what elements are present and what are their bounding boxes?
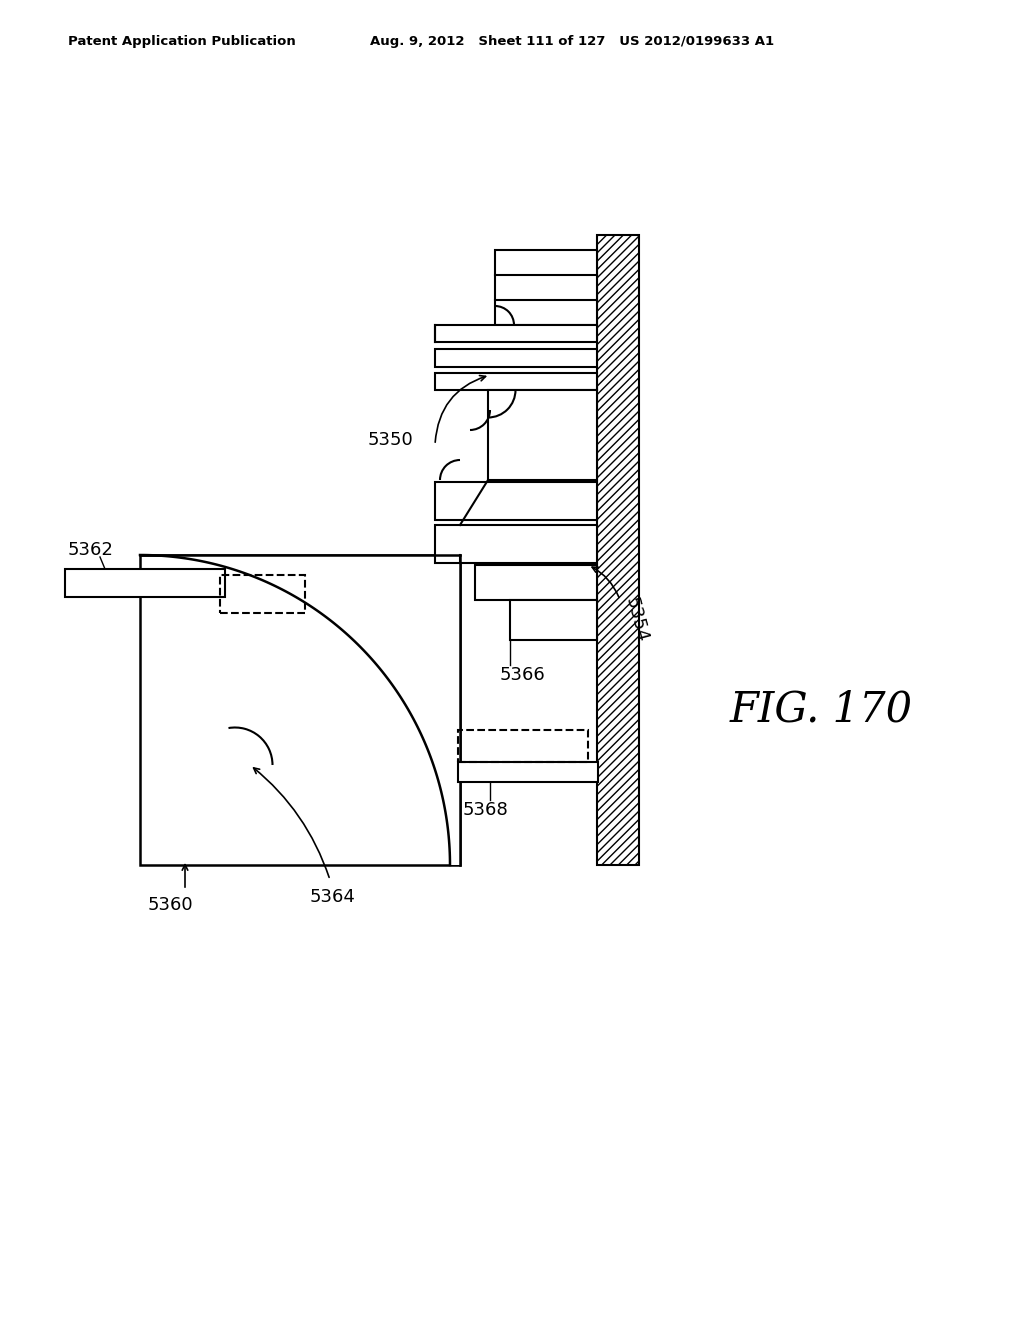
Bar (458, 762, 598, 781)
Bar (495, 249, 597, 325)
Text: 5354: 5354 (622, 595, 651, 644)
Text: FIG. 170: FIG. 170 (730, 689, 913, 731)
Bar (488, 389, 597, 480)
Bar (435, 374, 597, 389)
Bar (475, 565, 597, 601)
Bar (458, 730, 588, 762)
Bar (435, 525, 597, 564)
Bar (435, 348, 597, 367)
Text: Aug. 9, 2012   Sheet 111 of 127   US 2012/0199633 A1: Aug. 9, 2012 Sheet 111 of 127 US 2012/01… (370, 36, 774, 49)
Text: Patent Application Publication: Patent Application Publication (68, 36, 296, 49)
Text: 5368: 5368 (463, 801, 509, 818)
Bar (435, 482, 597, 520)
Text: 5362: 5362 (68, 541, 114, 558)
Polygon shape (140, 554, 460, 865)
Bar (140, 554, 460, 865)
Bar (435, 325, 597, 342)
Bar (597, 235, 639, 865)
Text: 5364: 5364 (310, 888, 356, 906)
Bar (510, 601, 597, 640)
Text: 5366: 5366 (500, 667, 546, 684)
Text: 5350: 5350 (368, 432, 414, 449)
Bar (65, 569, 225, 597)
Text: 5360: 5360 (148, 896, 194, 913)
Bar (220, 576, 305, 612)
